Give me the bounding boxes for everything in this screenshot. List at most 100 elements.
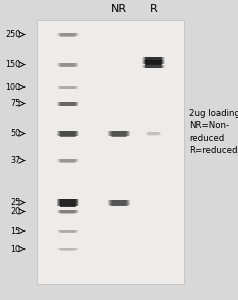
Bar	[145, 60, 162, 65]
Bar	[60, 63, 76, 67]
Bar	[142, 64, 165, 68]
Bar	[60, 33, 75, 37]
Bar	[58, 248, 78, 250]
Bar	[59, 230, 77, 232]
Bar	[57, 101, 79, 105]
Text: 25: 25	[10, 198, 20, 207]
Bar	[60, 248, 75, 250]
Bar	[59, 33, 77, 37]
Bar	[110, 200, 128, 206]
Bar	[57, 159, 78, 162]
Bar	[57, 159, 79, 162]
Bar	[142, 57, 165, 60]
Bar	[57, 131, 79, 136]
Bar	[143, 60, 164, 64]
Bar	[60, 63, 75, 67]
Bar	[59, 200, 77, 206]
Bar	[37, 20, 184, 283]
Bar	[143, 64, 164, 68]
Bar	[109, 131, 129, 136]
Bar	[144, 57, 163, 61]
Text: 2ug loading
NR=Non-
reduced
R=reduced: 2ug loading NR=Non- reduced R=reduced	[189, 109, 238, 155]
Bar	[59, 63, 77, 67]
Bar	[59, 210, 77, 213]
Text: 50: 50	[10, 129, 20, 138]
Bar	[57, 248, 79, 250]
Bar	[60, 210, 76, 213]
Text: R: R	[150, 4, 157, 14]
Bar	[58, 85, 78, 89]
Bar	[60, 85, 75, 89]
Bar	[59, 102, 77, 106]
Bar	[109, 200, 129, 206]
Text: 150: 150	[5, 60, 20, 69]
Bar	[148, 132, 159, 135]
Bar	[142, 60, 165, 64]
Bar	[57, 230, 78, 232]
Bar	[60, 33, 76, 37]
Bar	[58, 102, 78, 106]
Bar	[57, 63, 79, 66]
Bar	[112, 131, 126, 137]
Bar	[146, 60, 161, 65]
Bar	[60, 230, 75, 233]
Text: 15: 15	[10, 226, 20, 236]
Bar	[108, 200, 130, 205]
Bar	[60, 85, 76, 89]
Bar	[60, 159, 75, 163]
Bar	[57, 85, 78, 88]
Bar	[145, 57, 162, 61]
Text: 75: 75	[10, 99, 20, 108]
Bar	[112, 200, 126, 206]
Bar	[108, 131, 130, 136]
Bar	[58, 230, 78, 232]
Bar	[57, 248, 78, 250]
Bar	[59, 131, 77, 136]
Bar	[57, 199, 79, 206]
Text: 37: 37	[10, 156, 20, 165]
Bar	[57, 230, 79, 232]
Bar	[60, 131, 75, 137]
Bar	[144, 57, 163, 60]
Text: 20: 20	[10, 207, 20, 216]
Bar	[60, 248, 76, 250]
Bar	[57, 199, 78, 206]
Bar	[57, 33, 79, 36]
Bar	[60, 131, 76, 136]
Bar	[60, 159, 76, 163]
Bar	[60, 102, 75, 106]
Bar	[58, 159, 78, 162]
Text: 100: 100	[5, 82, 20, 91]
Text: NR: NR	[111, 4, 127, 14]
Bar	[58, 210, 78, 213]
Bar	[143, 57, 164, 60]
Bar	[147, 132, 160, 135]
Bar	[60, 200, 76, 207]
Bar	[145, 132, 162, 135]
Bar	[57, 85, 79, 88]
Bar	[58, 33, 78, 36]
Bar	[60, 230, 76, 233]
Bar	[111, 200, 127, 206]
Bar	[57, 210, 78, 213]
Bar	[144, 64, 163, 68]
Bar	[146, 64, 161, 68]
Bar	[60, 210, 75, 214]
Bar	[59, 159, 77, 163]
Bar	[57, 131, 78, 136]
Bar	[109, 131, 129, 136]
Bar	[144, 60, 163, 64]
Bar	[145, 64, 162, 68]
Bar	[59, 248, 77, 250]
Bar	[57, 33, 78, 36]
Bar	[148, 132, 159, 136]
Bar	[146, 132, 161, 135]
Text: 250: 250	[5, 30, 20, 39]
Bar	[146, 132, 161, 135]
Bar	[58, 131, 78, 136]
Bar	[58, 63, 78, 67]
Bar	[60, 200, 75, 207]
Bar	[109, 200, 129, 206]
Bar	[111, 131, 127, 136]
Bar	[57, 63, 78, 66]
